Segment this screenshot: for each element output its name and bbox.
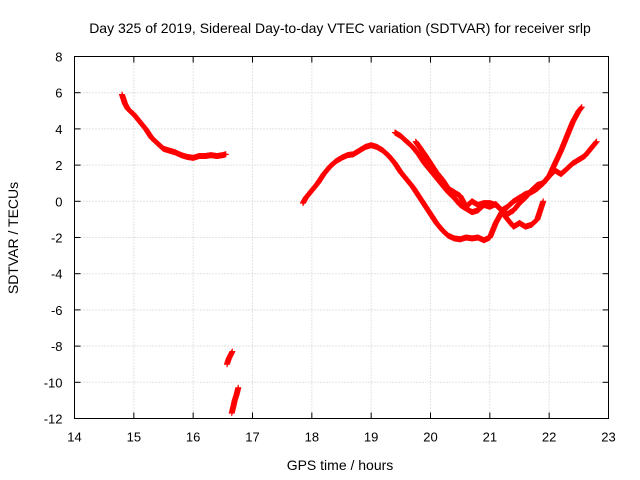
y-tick-label: 2 (55, 158, 62, 173)
plot-frame (74, 56, 609, 419)
x-tick-label: 16 (186, 430, 200, 445)
x-tick-label: 21 (483, 430, 497, 445)
data-point (593, 138, 600, 145)
data-point (229, 348, 236, 355)
x-tick-label: 15 (127, 430, 141, 445)
y-tick-label: -8 (51, 339, 63, 354)
series-satellite-track-6 (412, 138, 600, 214)
y-axis-label: SDTVAR / TECUs (5, 182, 21, 294)
data-point (578, 104, 585, 111)
data-points (118, 91, 600, 417)
x-tick-label: 18 (305, 430, 319, 445)
data-point (235, 384, 242, 391)
x-tick-label: 20 (423, 430, 437, 445)
chart-title: Day 325 of 2019, Sidereal Day-to-day VTE… (89, 20, 591, 36)
x-tick-label: 22 (542, 430, 556, 445)
data-point (540, 198, 547, 205)
x-tick-label: 19 (364, 430, 378, 445)
series-satellite-track-3 (228, 384, 242, 417)
y-tick-label: 8 (55, 50, 62, 65)
series-satellite-track-2 (223, 348, 236, 368)
y-tick-label: 6 (55, 86, 62, 101)
y-tick-label: -10 (44, 375, 63, 390)
x-tick-label: 17 (245, 430, 259, 445)
y-tick-label: -12 (44, 412, 63, 427)
x-tick-label: 14 (67, 430, 81, 445)
y-tick-label: -4 (51, 267, 63, 282)
series-satellite-track-4 (299, 142, 547, 244)
series-satellite-track-1 (118, 91, 229, 161)
y-tick-label: 4 (55, 122, 62, 137)
data-point (222, 151, 229, 158)
y-tick-label: 0 (55, 194, 62, 209)
y-tick-label: -6 (51, 303, 63, 318)
x-tick-label: 23 (601, 430, 615, 445)
x-axis-label: GPS time / hours (287, 457, 394, 473)
y-tick-label: -2 (51, 231, 63, 246)
